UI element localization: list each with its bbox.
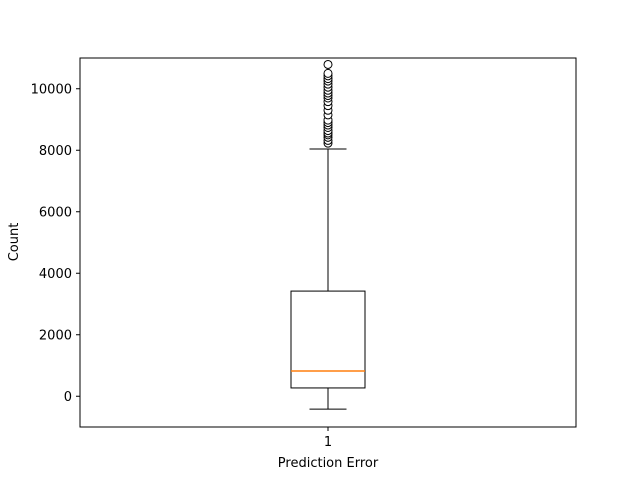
box-series bbox=[290, 59, 366, 410]
x-axis-label: Prediction Error bbox=[278, 456, 379, 471]
x-tick-label: 1 bbox=[324, 435, 332, 450]
y-tick-label: 6000 bbox=[39, 205, 72, 220]
x-axis: 1 bbox=[324, 427, 332, 450]
y-axis-label: Count bbox=[7, 223, 22, 262]
y-tick-label: 0 bbox=[64, 390, 72, 405]
y-tick-label: 2000 bbox=[39, 328, 72, 343]
interquartile-box bbox=[290, 290, 366, 389]
y-tick-label: 8000 bbox=[39, 144, 72, 159]
outlier-point bbox=[323, 68, 333, 78]
y-tick-label: 4000 bbox=[39, 267, 72, 282]
outlier-point bbox=[323, 59, 333, 69]
y-tick-label: 10000 bbox=[31, 82, 72, 97]
y-axis: 0 2000 4000 6000 8000 10000 bbox=[31, 82, 80, 405]
